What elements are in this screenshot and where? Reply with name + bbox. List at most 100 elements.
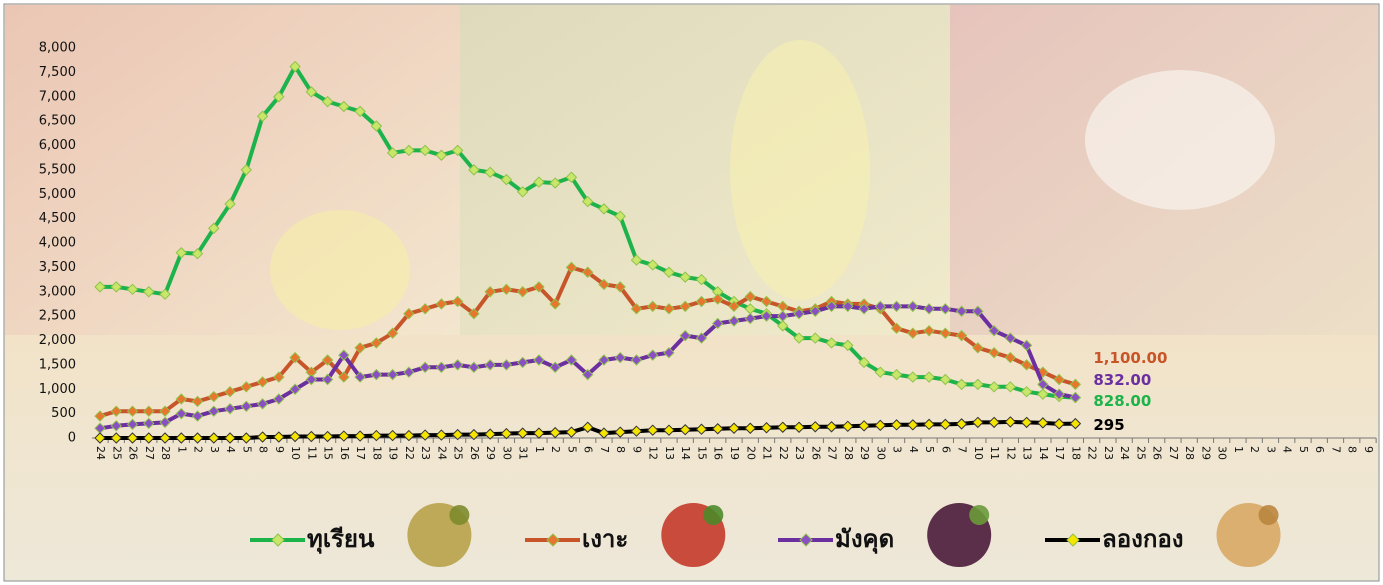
data-point [126,283,139,296]
data-point [939,418,952,431]
value-label: 832.00 [1093,371,1151,389]
x-tick-label: 21 [761,446,774,460]
data-point [468,361,480,374]
legend-label: มังคุด [835,525,894,555]
data-point [907,300,919,313]
data-point [516,286,529,298]
data-point [679,300,691,313]
x-tick-label: 14 [679,446,692,460]
data-point [468,307,480,320]
data-point [565,171,578,183]
data-point [760,295,773,308]
data-point [728,300,740,313]
data-point [403,307,415,320]
x-tick-label: 26 [1151,446,1164,460]
data-point [777,320,789,332]
data-point [240,381,253,393]
data-point [533,427,545,439]
data-point [874,366,887,378]
x-tick-label: 2 [1248,446,1261,453]
data-point [939,327,952,339]
data-point [581,266,594,278]
data-point [94,432,106,444]
data-point [695,423,708,435]
x-tick-label: 4 [224,446,237,453]
x-tick-label: 27 [143,446,156,460]
data-point [760,422,773,434]
x-tick-label: 6 [582,446,595,453]
x-tick-label: 25 [1134,446,1147,460]
data-point [1004,416,1017,428]
data-point [777,310,789,322]
x-tick-label: 9 [273,446,286,453]
data-point [175,247,187,259]
x-tick-label: 28 [159,446,172,460]
data-point [273,393,285,405]
data-point [1020,339,1033,352]
data-point [988,381,1000,393]
x-tick-label: 8 [257,446,270,453]
data-point [1020,359,1033,371]
x-tick-label: 25 [452,446,465,460]
data-point [386,429,399,442]
y-tick-label: 6,500 [39,114,76,129]
y-tick-label: 4,500 [39,211,76,226]
data-point [126,432,139,444]
data-point [224,403,236,415]
y-tick-label: 7,500 [39,65,76,80]
data-point [972,342,984,354]
data-point [208,432,220,444]
data-point [435,149,448,161]
data-point [1004,381,1017,393]
data-point [143,417,155,430]
data-point [712,293,724,305]
data-point [793,307,805,320]
data-point [354,105,366,118]
data-point [598,278,610,291]
x-tick-label: 19 [387,446,400,460]
data-point [858,420,870,432]
data-point [435,298,448,310]
data-point [955,418,968,430]
data-point [370,120,383,132]
data-point [712,423,724,435]
x-tick-label: 5 [565,446,578,453]
data-point [825,337,838,349]
data-point [403,144,415,157]
data-point [338,371,350,383]
x-tick-label: 5 [240,446,253,453]
data-point [907,371,919,383]
data-point [858,303,870,315]
data-point [256,398,269,410]
data-point [533,176,545,188]
data-point [793,421,805,433]
data-point [256,110,269,122]
x-tick-label: 13 [663,446,676,460]
value-label: 295 [1093,416,1124,434]
data-point [988,325,1000,337]
data-point [94,281,106,293]
legend: ทุเรียน เงาะ มังคุด ลองกอง [250,503,1281,567]
data-point [1004,351,1017,364]
data-point [1053,373,1065,386]
data-point [955,378,968,391]
x-tick-label: 12 [1004,446,1017,460]
data-point [273,91,285,103]
data-point [890,300,903,313]
x-tick-label: 29 [484,446,497,460]
data-point [500,283,513,296]
data-point [955,305,968,317]
data-point [1069,417,1082,430]
x-tick-label: 27 [1167,446,1180,460]
data-point [549,298,561,310]
x-tick-label: 28 [1183,446,1196,460]
value-label: 1,100.00 [1093,349,1167,367]
data-point [630,254,643,266]
x-tick-label: 27 [826,446,839,460]
x-tick-label: 1 [533,446,546,453]
y-tick-label: 6,000 [39,138,76,153]
data-point [647,424,659,436]
data-point [809,421,821,433]
legend-label: เงาะ [582,525,628,553]
